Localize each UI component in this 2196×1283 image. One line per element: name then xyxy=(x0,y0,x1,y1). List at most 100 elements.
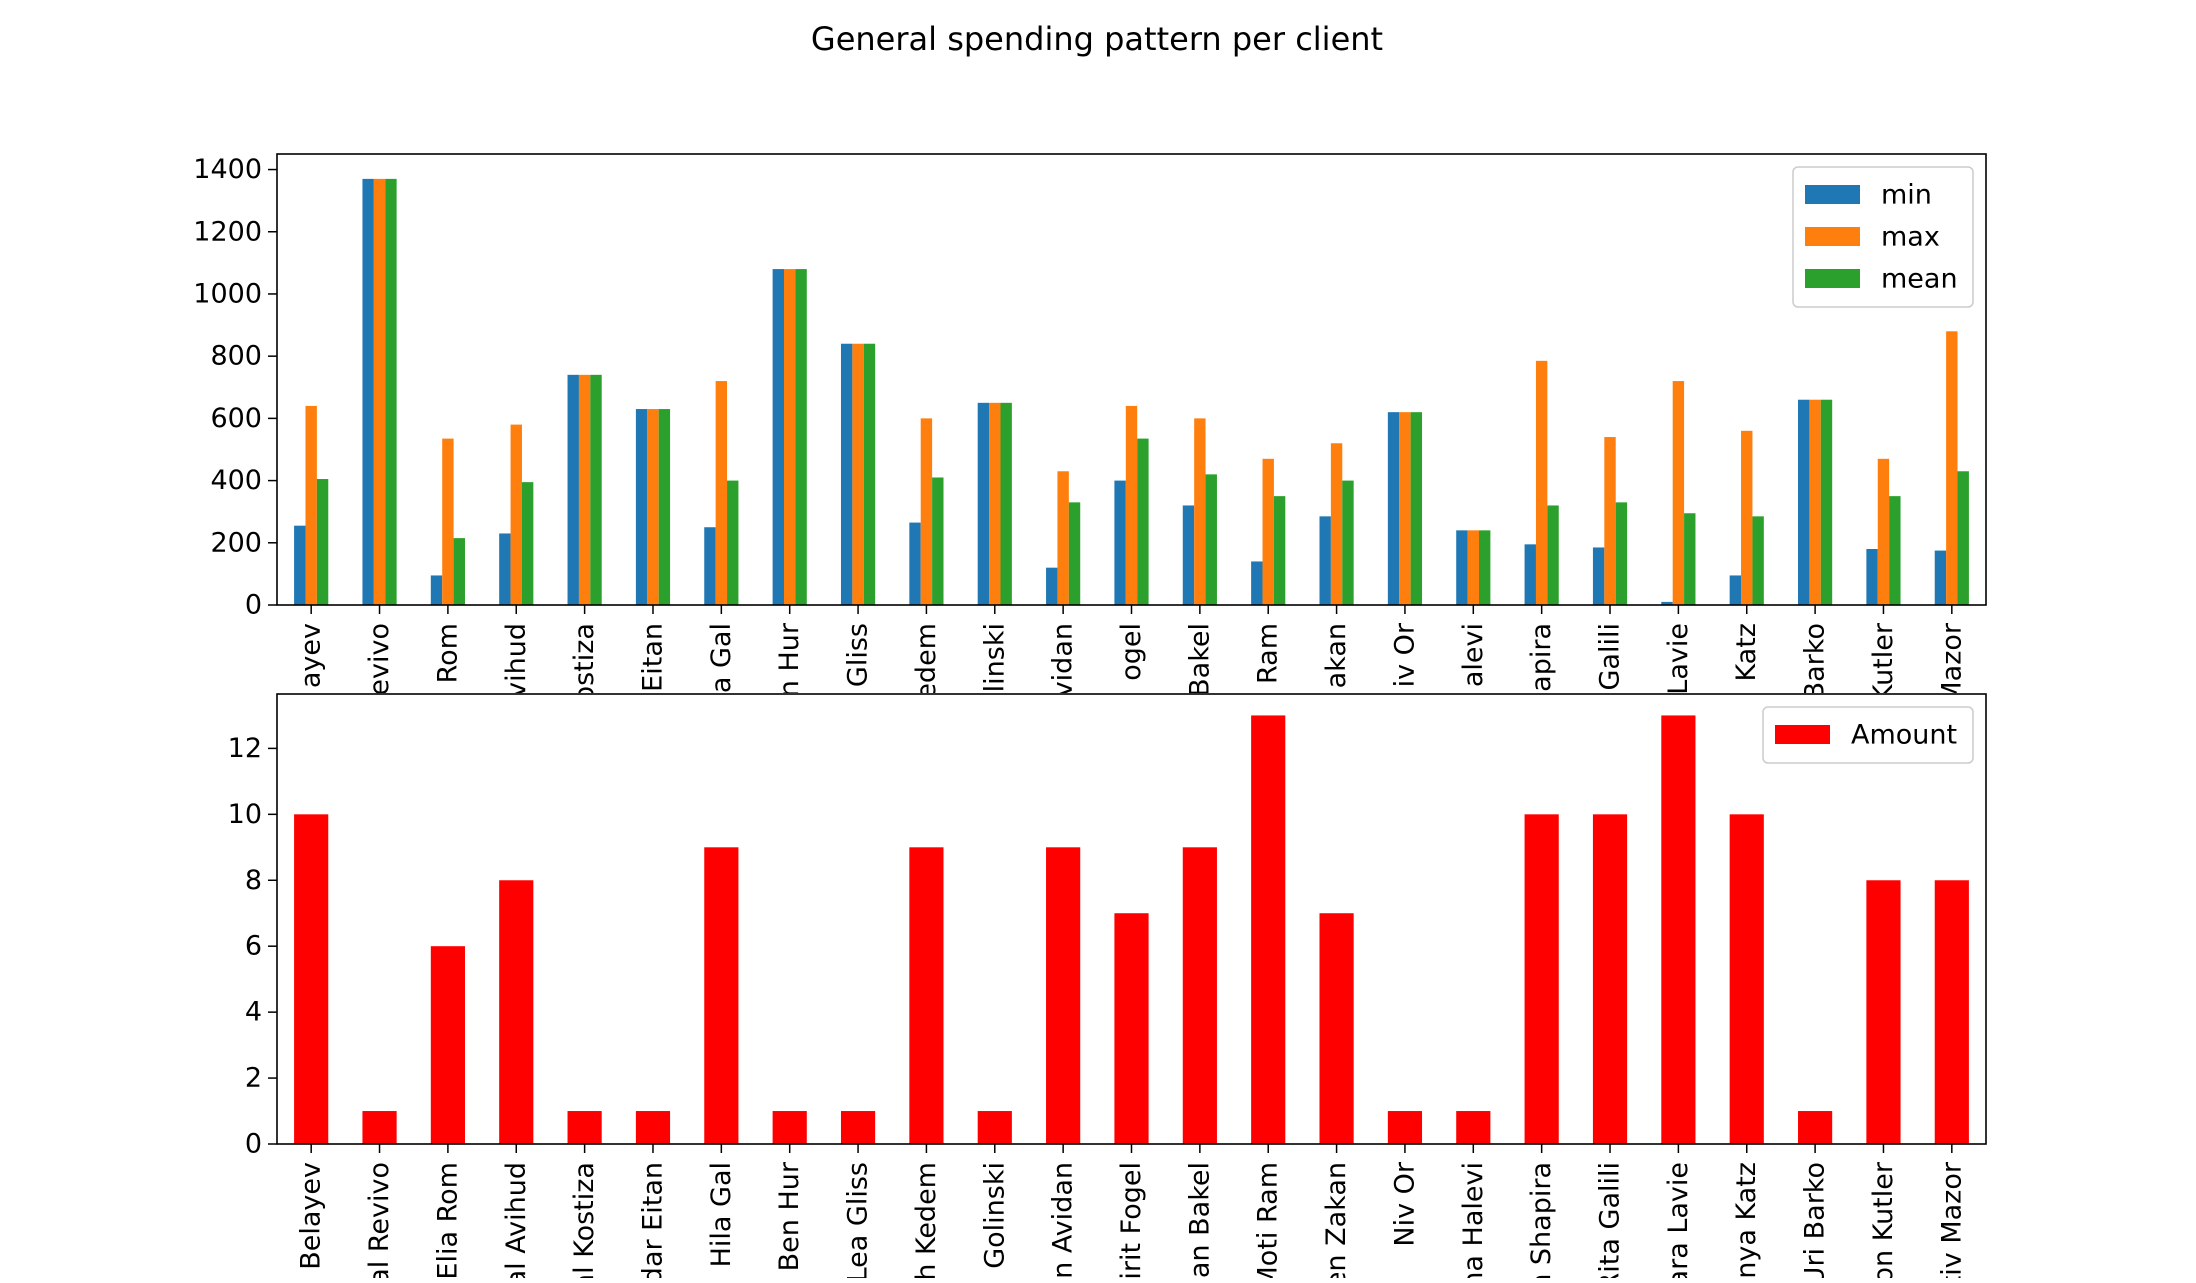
bottom-bar-amount-rita-galili xyxy=(1592,814,1628,1144)
top-bar-min-moti-ram xyxy=(1251,561,1263,605)
top-xtick-label-yiftiv-mazor: Mazor xyxy=(1936,622,1967,705)
top-legend-label-mean: mean xyxy=(1881,264,1958,295)
bottom-xtick-label-noah-kedem: h Kedem xyxy=(911,1162,942,1278)
bottom-legend-swatch-amount xyxy=(1775,725,1830,744)
top-bar-min-belayev xyxy=(294,525,306,605)
bottom-bar-amount-uri-barko xyxy=(1798,1111,1833,1144)
top-bar-max-niv-or xyxy=(1399,412,1411,605)
bottom-xtick-label-ben-zakan: en Zakan xyxy=(1321,1162,1352,1278)
top-xtick-label-ben-zakan: akan xyxy=(1321,623,1352,688)
bottom-xtick-label-ron-kutler: on Kutler xyxy=(1868,1161,1899,1278)
bottom-bar-amount-dan-avidan xyxy=(1046,847,1081,1144)
bottom-bar-amount-yiftiv-mazor xyxy=(1934,880,1969,1144)
bottom-bar-amount-michal-revivo xyxy=(362,1111,397,1144)
bottom-bar-amount-sara-lavie xyxy=(1661,715,1696,1144)
bottom-ytick-label-0: 0 xyxy=(245,1129,262,1160)
top-xtick-label-ben-hur: n Hur xyxy=(774,622,805,697)
bottom-ytick-label-4: 4 xyxy=(245,997,262,1028)
bottom-bar-amount-ron-kutler xyxy=(1866,880,1901,1144)
top-ytick-label-0: 0 xyxy=(245,590,262,621)
top-xtick-label-sirit-fogel: ogel xyxy=(1116,623,1147,681)
top-bar-max-tanya-katz xyxy=(1741,430,1753,605)
bottom-xtick-label-dan-bakel: an Bakel xyxy=(1184,1162,1215,1278)
top-bar-max-michal-avihud xyxy=(510,424,522,605)
top-bar-mean-belayev xyxy=(316,479,329,605)
top-bar-mean-idar-eitan xyxy=(658,409,671,605)
bottom-xtick-label-idar-eitan: dar Eitan xyxy=(637,1162,668,1278)
top-legend-label-min: min xyxy=(1881,180,1932,211)
top-ytick-label-200: 200 xyxy=(210,527,262,558)
top-xtick-label-uri-barko: Barko xyxy=(1800,623,1831,700)
bottom-xtick-labels: Belayev al Revivo Elia Rom al Avihud al Kost… xyxy=(296,1161,1968,1278)
bottom-axes-frame xyxy=(276,693,1987,1145)
top-bar-max-moti-ram xyxy=(1262,458,1274,605)
top-bar-mean-ron-kutler xyxy=(1889,496,1901,605)
top-bar-mean-sara-lavie xyxy=(1684,513,1696,605)
top-xtick-label-michal-revivo: evivo xyxy=(364,623,395,696)
bottom-xtick-label-michal-kostiza: al Kostiza xyxy=(569,1162,600,1278)
top-bar-min-niv-or xyxy=(1387,412,1400,605)
top-chart-panel: 0 200 400 600 800 1000 1200 1400 ayev evivo Rom vih… xyxy=(193,153,1987,709)
bottom-xtick-label-lea-gliss: Lea Gliss xyxy=(843,1162,874,1278)
top-ytick-label-1200: 1200 xyxy=(193,216,262,247)
top-bar-mean-elia-rom xyxy=(453,538,465,605)
top-bar-mean-moti-ram xyxy=(1273,496,1286,605)
bottom-ytick-label-12: 12 xyxy=(228,733,262,764)
top-ytick-label-800: 800 xyxy=(210,341,262,372)
bottom-xtick-label-elia-rom: Elia Rom xyxy=(432,1162,463,1278)
top-bar-mean-sirit-fogel xyxy=(1137,438,1149,605)
top-bar-max-hila-gal xyxy=(715,381,728,605)
bottom-bar-amount-belayev xyxy=(294,814,329,1144)
bottom-ytick-label-2: 2 xyxy=(245,1063,262,1094)
top-bar-mean-dan-shapira xyxy=(1547,505,1559,605)
bottom-ytick-label-6: 6 xyxy=(245,931,262,962)
bottom-xtick-label-uri-barko: Uri Barko xyxy=(1800,1162,1831,1278)
top-bar-max-sara-lavie xyxy=(1672,381,1685,605)
bottom-xtick-label-moti-ram: Moti Ram xyxy=(1253,1162,1284,1278)
bottom-chart-panel: 0 2 4 6 8 10 12 Belayev al Revivo Elia Rom al Avih… xyxy=(228,693,1987,1278)
bottom-xtick-label-sara-lavie: ara Lavie xyxy=(1663,1162,1694,1278)
bottom-bar-amount-ben-zakan xyxy=(1319,913,1354,1144)
figure-title: General spending pattern per client xyxy=(811,20,1383,58)
bottom-xtick-label-dan-avidan: n Avidan xyxy=(1048,1162,1079,1278)
top-xtick-label-dan-shapira: hapira xyxy=(1526,623,1557,709)
top-bar-min-elia-rom xyxy=(430,575,443,605)
top-xtick-label-rita-galili: Galili xyxy=(1595,623,1626,690)
top-xtick-label-ron-kutler: Kutler xyxy=(1868,622,1899,702)
top-bar-max-dan-avidan xyxy=(1057,471,1069,605)
top-bar-max-noah-kedem xyxy=(920,418,933,605)
bottom-bar-amount-idar-eitan xyxy=(635,1111,671,1144)
top-ytick-label-1000: 1000 xyxy=(193,278,262,309)
top-xtick-label-belayev: ayev xyxy=(296,623,327,688)
top-xtick-label-tanya-katz: Katz xyxy=(1731,623,1762,682)
top-bar-min-sirit-fogel xyxy=(1114,480,1126,605)
top-xtick-label-dan-avidan: vidan xyxy=(1048,623,1079,697)
top-bar-mean-dana-halevi xyxy=(1478,530,1491,605)
top-bar-min-noah-kedem xyxy=(909,522,921,605)
top-bar-mean-tanya-katz xyxy=(1752,516,1764,605)
top-bar-mean-niv-or xyxy=(1410,412,1423,605)
top-xtick-label-michal-kostiza: ostiza xyxy=(569,623,600,702)
top-bar-min-sara-lavie xyxy=(1661,601,1673,605)
top-bar-min-michal-revivo xyxy=(362,178,374,605)
top-bar-min-yiftiv-mazor xyxy=(1934,550,1947,605)
bottom-legend-label-amount: Amount xyxy=(1851,720,1957,751)
top-bar-max-idar-eitan xyxy=(647,409,659,605)
top-legend-swatch-mean xyxy=(1805,269,1860,288)
top-bar-max-dan-bakel xyxy=(1194,418,1206,605)
top-xtick-label-idar-eitan: Eitan xyxy=(637,623,668,692)
top-bar-max-michal-revivo xyxy=(373,178,386,605)
top-bar-mean-hila-gal xyxy=(727,480,739,605)
bottom-xtick-label-hila-gal: Hila Gal xyxy=(706,1162,737,1267)
top-xtick-label-niv-or: iv Or xyxy=(1389,622,1420,687)
bottom-bar-amount-dan-bakel xyxy=(1182,847,1217,1144)
top-bar-max-lea-gliss xyxy=(852,343,864,605)
top-bar-min-ron-kutler xyxy=(1866,549,1878,605)
top-bar-mean-rita-galili xyxy=(1615,502,1628,605)
top-xtick-label-noah-kedem: edem xyxy=(911,623,942,700)
top-legend-swatch-min xyxy=(1805,185,1860,204)
top-bars xyxy=(294,178,1969,605)
bottom-xtick-label-belayev: Belayev xyxy=(296,1162,327,1270)
top-bar-max-rita-galili xyxy=(1604,437,1616,605)
